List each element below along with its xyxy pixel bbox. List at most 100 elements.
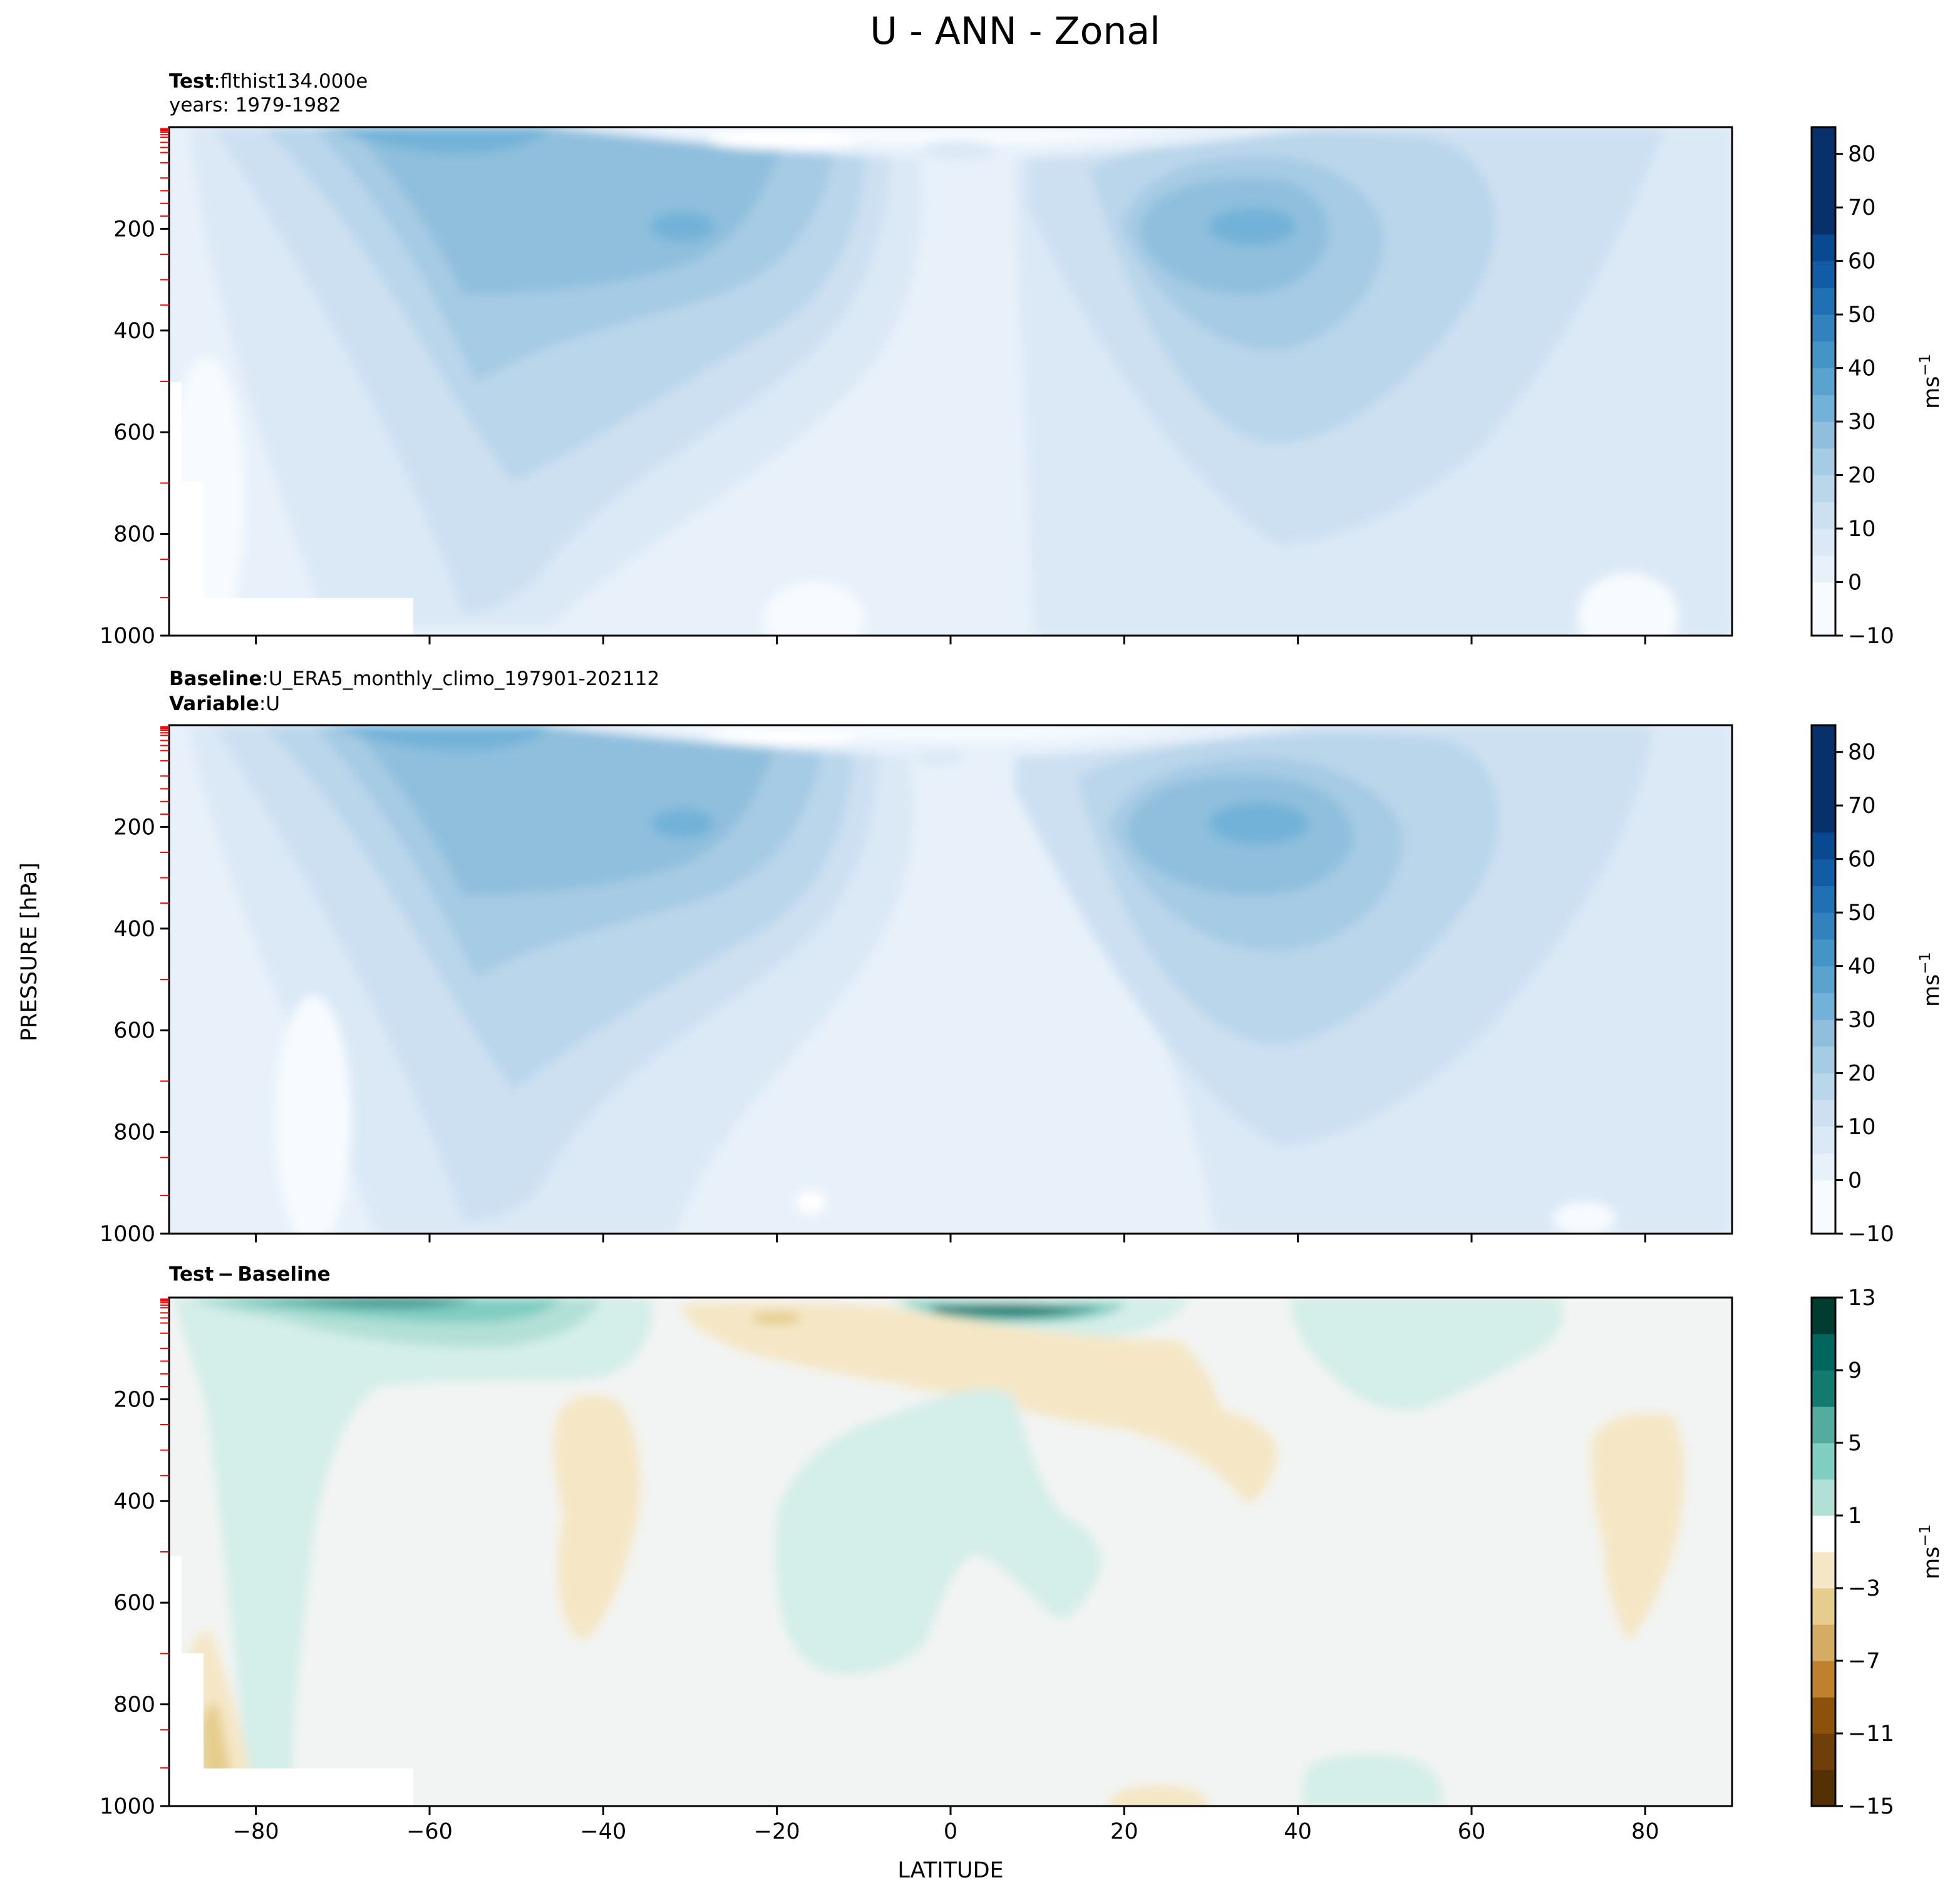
- panel-baseline-subtitle: Baseline:U_ERA5_monthly_climo_197901-202…: [169, 668, 659, 690]
- colorbar-tick-label: −11: [1848, 1722, 1894, 1747]
- y-tick-label: 400: [113, 1489, 155, 1514]
- colorbar-difference: −15 −11 −7 −3 1 5 9 13 ms−1: [1810, 1286, 1944, 1819]
- units-base: ms: [1919, 1547, 1944, 1579]
- colorbar-tick-label: −3: [1848, 1576, 1880, 1601]
- colorbar-segment: [1812, 1153, 1835, 1181]
- y-tick-label: 1000: [100, 1794, 155, 1819]
- colorbar-tick-label: 0: [1848, 571, 1862, 596]
- colorbar-tick-label: −10: [1848, 1222, 1894, 1247]
- colorbar-tick-label: 70: [1848, 195, 1876, 220]
- colorbar-segment: [1812, 582, 1835, 609]
- y-tick-label: 200: [113, 815, 155, 840]
- diff-baseline-label: Baseline: [237, 1263, 330, 1286]
- x-tick-label: −60: [406, 1819, 453, 1844]
- variable-line: Variable:U: [169, 693, 280, 715]
- colorbar-units-label: ms−1: [1916, 952, 1944, 1007]
- colorbar-frame: [1810, 126, 1837, 637]
- x-tick-label: −80: [233, 1819, 279, 1844]
- variable-colon: :: [259, 693, 266, 715]
- colorbar-segment: [1812, 1407, 1835, 1443]
- colorbar-segment: [1812, 1334, 1835, 1371]
- x-tick-label: 0: [944, 1819, 957, 1844]
- colorbar-tick-label: 10: [1848, 517, 1876, 542]
- panel-baseline: Baseline:U_ERA5_monthly_climo_197901-202…: [100, 668, 1944, 1247]
- contour-field-test: [169, 127, 1732, 636]
- colorbar-segment: [1812, 1100, 1835, 1127]
- y-tick-label: 600: [113, 1591, 155, 1616]
- colorbar-segment: [1812, 993, 1835, 1020]
- colorbar-segment: [1812, 555, 1835, 583]
- x-tick-label: 80: [1631, 1819, 1659, 1844]
- x-tick-label: 60: [1458, 1819, 1486, 1844]
- colorbar-segment: [1812, 314, 1835, 342]
- colorbar-segment: [1812, 1298, 1835, 1335]
- colorbar-segment: [1812, 502, 1835, 529]
- colorbar-tick-label: 50: [1848, 302, 1876, 328]
- panel-test-subtitle: Test:flthist134.000e: [169, 70, 368, 93]
- colorbar-segment: [1812, 1207, 1835, 1234]
- baseline-colon: :: [262, 668, 268, 690]
- colorbar-segment: [1812, 1697, 1835, 1734]
- y-tick-label: 1000: [100, 624, 155, 649]
- colorbar-segment: [1812, 287, 1835, 315]
- colorbar-tick-label: 40: [1848, 356, 1876, 381]
- colorbar-segment: [1812, 127, 1835, 155]
- colorbar-tick-label: −15: [1848, 1794, 1894, 1819]
- y-tick-label: 600: [113, 420, 155, 445]
- colorbar-frame: [1810, 724, 1837, 1235]
- colorbar-segment: [1812, 1588, 1835, 1625]
- units-exponent: −1: [1916, 354, 1934, 376]
- colorbar-segment: [1812, 1073, 1835, 1100]
- y-tick-label: 400: [113, 917, 155, 942]
- colorbar-segment: [1812, 1733, 1835, 1770]
- x-tick-label: 40: [1284, 1819, 1312, 1844]
- colorbar-tick-label: 30: [1848, 410, 1876, 435]
- colorbar-segment: [1812, 421, 1835, 449]
- test-years: years: 1979-1982: [169, 94, 341, 116]
- diff-minus: −: [217, 1263, 234, 1286]
- colorbar-segment: [1812, 207, 1835, 235]
- colorbar-segment: [1812, 180, 1835, 208]
- colorbar-tick-label: 20: [1848, 463, 1876, 488]
- x-tick-label: 20: [1110, 1819, 1138, 1844]
- y-tick-label: 1000: [100, 1222, 155, 1247]
- units-base: ms: [1919, 376, 1944, 409]
- x-axis-label: LATITUDE: [897, 1858, 1003, 1883]
- colorbar-tick-label: 70: [1848, 793, 1876, 818]
- colorbar-segment: [1812, 912, 1835, 940]
- colorbar-segment: [1812, 1770, 1835, 1807]
- colorbar-segment: [1812, 395, 1835, 422]
- contour-field-baseline: [169, 725, 1732, 1234]
- figure-title: U - ANN - Zonal: [870, 9, 1160, 53]
- colorbar-tick-label: 20: [1848, 1061, 1876, 1087]
- colorbar-tick-label: 80: [1848, 740, 1876, 765]
- colorbar-segment: [1812, 368, 1835, 395]
- colorbar-tick-label: 50: [1848, 901, 1876, 926]
- test-bold-label: Test: [169, 70, 214, 93]
- y-tick-label: 800: [113, 522, 155, 547]
- colorbar-tick-label: 30: [1848, 1008, 1876, 1033]
- colorbar-segment: [1812, 448, 1835, 476]
- colorbar-test: −10 0 10 20 30 40 50 60 70 80 ms−1: [1810, 126, 1944, 649]
- colorbar-tick-label: 80: [1848, 142, 1876, 167]
- colorbar-segment: [1812, 1046, 1835, 1074]
- colorbar-segment: [1812, 1370, 1835, 1407]
- y-tick-label: 600: [113, 1018, 155, 1043]
- colorbar-segment: [1812, 1127, 1835, 1154]
- variable-value: U: [266, 693, 280, 715]
- colorbar-tick-label: 60: [1848, 847, 1876, 872]
- colorbar-tick-label: 5: [1848, 1431, 1862, 1456]
- colorbar-segment: [1812, 939, 1835, 967]
- colorbar-tick-label: 40: [1848, 954, 1876, 979]
- colorbar-segment: [1812, 832, 1835, 860]
- diff-test-label: Test: [169, 1263, 214, 1286]
- colorbar-segment: [1812, 1515, 1835, 1552]
- colorbar-segment: [1812, 751, 1835, 779]
- colorbar-frame: [1810, 1296, 1837, 1807]
- colorbar-baseline: −10 0 10 20 30 40 50 60 70 80 ms−1: [1810, 724, 1944, 1247]
- colorbar-segment: [1812, 725, 1835, 753]
- colorbar-segment: [1812, 1443, 1835, 1480]
- colorbar-tick-label: 60: [1848, 249, 1876, 274]
- colorbar-segment: [1812, 529, 1835, 556]
- colorbar-segment: [1812, 1479, 1835, 1516]
